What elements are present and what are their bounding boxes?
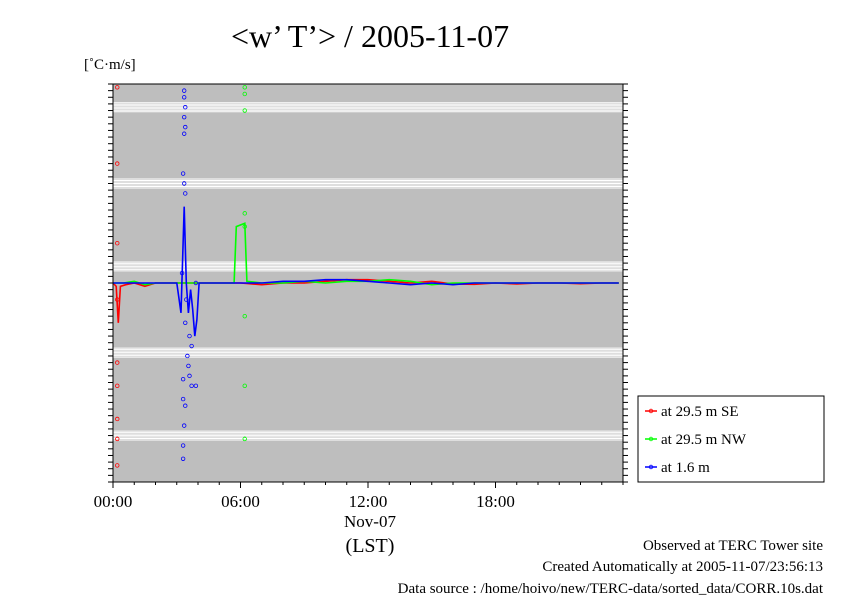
- data-point: [187, 333, 192, 339]
- data-point: [183, 320, 188, 325]
- legend-item: at 1.6 m: [645, 460, 710, 476]
- legend-marker: [648, 408, 654, 414]
- grid-lines: [113, 102, 623, 441]
- footer-created: Created Automatically at 2005-11-07/23:5…: [542, 559, 823, 575]
- plot-area: 00:00 06:00 12:00 18:00: [94, 83, 628, 511]
- data-point: [115, 360, 120, 365]
- data-point: [115, 416, 120, 422]
- chart-title: <w’ T’> / 2005-11-07: [231, 18, 509, 54]
- data-point: [115, 85, 120, 90]
- footer-site: Observed at TERC Tower site: [643, 538, 823, 554]
- y-axis-ticks: [108, 83, 628, 483]
- data-point: [187, 373, 192, 379]
- data-point: [180, 171, 186, 176]
- x-tick-label: 00:00: [94, 492, 133, 511]
- data-point: [181, 114, 187, 120]
- data-point: [181, 423, 187, 428]
- legend-box: [637, 395, 825, 483]
- data-point: [193, 280, 199, 286]
- data-point: [242, 211, 247, 216]
- data-point: [180, 443, 186, 448]
- legend-label: at 1.6 m: [661, 460, 710, 476]
- x-tick-label: 18:00: [476, 492, 515, 511]
- data-point: [183, 124, 188, 130]
- data-point: [186, 363, 191, 369]
- legend: at 29.5 m SE at 29.5 m NW at 1.6 m: [637, 395, 825, 483]
- data-point: [242, 436, 247, 442]
- data-point: [242, 91, 247, 97]
- data-point: [115, 161, 120, 166]
- data-point: [115, 436, 120, 442]
- data-point: [180, 456, 186, 461]
- data-point: [181, 88, 187, 93]
- data-point: [242, 313, 247, 319]
- series-3: [113, 88, 619, 461]
- legend-label: at 29.5 m NW: [661, 432, 747, 448]
- y-axis-label: [˚C·m/s]: [84, 57, 136, 73]
- data-point: [242, 85, 247, 90]
- x-tick-label: 12:00: [349, 492, 388, 511]
- x-axis-ticks: 00:00 06:00 12:00 18:00: [94, 482, 624, 511]
- data-point: [180, 376, 186, 382]
- footer-source: Data source : /home/hoivo/new/TERC-data/…: [398, 581, 824, 595]
- data-point: [180, 396, 186, 402]
- series-line: [113, 206, 619, 337]
- plot-frame: [112, 83, 624, 483]
- data-point: [181, 131, 187, 136]
- data-point: [115, 240, 120, 246]
- data-point: [242, 108, 247, 113]
- data-point: [181, 95, 187, 100]
- x-tick-label: 06:00: [221, 492, 260, 511]
- legend-marker: [648, 464, 654, 470]
- data-point: [115, 383, 120, 389]
- x-date-label: Nov-07: [344, 512, 396, 531]
- series-layer: [112, 85, 619, 468]
- data-point: [193, 383, 199, 389]
- legend-item: at 29.5 m SE: [645, 404, 739, 420]
- legend-label: at 29.5 m SE: [661, 404, 739, 420]
- data-point: [242, 383, 247, 389]
- data-point: [189, 383, 194, 389]
- data-point: [183, 403, 188, 408]
- data-point: [185, 353, 190, 359]
- legend-item: at 29.5 m NW: [645, 432, 747, 448]
- legend-marker: [648, 436, 654, 442]
- data-point: [181, 181, 187, 186]
- data-point: [189, 343, 194, 349]
- data-point: [183, 105, 188, 110]
- x-zone-label: (LST): [346, 535, 395, 557]
- data-point: [115, 463, 120, 468]
- data-point: [183, 191, 188, 196]
